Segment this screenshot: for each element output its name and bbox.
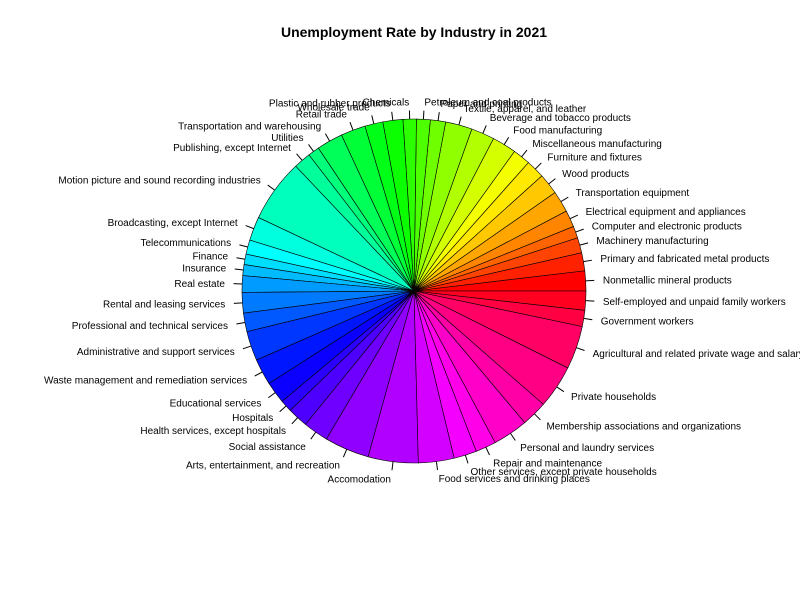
label-tick [510,433,516,441]
label-tick [556,386,565,393]
slice-label: Agricultural and related private wage an… [593,349,800,360]
slice-label: Wholesale trade [297,103,370,114]
slice-label: Administrative and support services [77,347,235,358]
slice-label: Accomodation [328,474,391,485]
slice-label: Government workers [601,317,694,328]
label-tick [254,371,263,377]
slice-label: Miscellaneous manufacturing [532,139,662,150]
label-tick [437,112,440,121]
slice-label: Electrical equipment and appliances [586,207,746,218]
label-tick [342,449,348,458]
pie-slices [241,118,587,464]
slice-label: Petroleum and coal products [424,98,551,109]
label-tick [242,345,252,350]
label-tick [575,228,584,233]
slice-label: Publishing, except Internet [173,143,291,154]
slice-label: Transportation and warehousing [178,122,321,133]
slice-label: Real estate [174,279,225,290]
label-tick [435,461,439,471]
slice-label: Other services, except private household… [471,467,657,478]
label-tick [234,268,244,271]
label-tick [464,454,469,464]
slice-label: Plastic and rubber products [269,99,391,110]
slice-label: Hospitals [232,413,273,424]
slice-label: Beverage and tobacco products [490,113,631,124]
slice-label: Food manufacturing [513,125,602,136]
label-tick [534,413,541,421]
slice-label: Professional and technical services [72,321,228,332]
slice-label: Membership associations and organization… [546,422,741,433]
label-tick [310,431,317,440]
slice-label: Textile, apparel, and leather [463,104,587,115]
label-tick [308,144,314,152]
slice-label: Arts, entertainment, and recreation [186,461,340,472]
label-tick [521,149,528,158]
slice-label: Repair and maintenance [493,458,602,469]
label-tick [239,244,248,248]
slice-label: Private households [571,392,656,403]
slice-label: Transportation equipment [576,188,690,199]
slice-label: Chemicals [363,97,410,108]
slice-label: Nonmetallic mineral products [603,275,732,286]
pie-slice [413,290,587,311]
label-tick [268,392,276,399]
label-tick [585,279,595,282]
label-ticks [233,110,595,471]
label-tick [236,257,246,260]
label-tick [233,302,243,304]
slice-label: Food services and drinking places [439,474,590,485]
slice-label: Utilities [271,133,303,144]
label-tick [485,447,490,456]
label-tick [245,225,254,230]
slice-label: Computer and electronic products [592,222,742,233]
slice-label: Self-employed and unpaid family workers [603,297,786,308]
label-tick [391,111,394,121]
chart-title: Unemployment Rate by Industry in 2021 [281,24,547,40]
label-tick [236,321,246,325]
slice-label: Insurance [182,263,226,274]
slice-label: Broadcasting, except Internet [108,218,238,229]
label-tick [534,162,542,170]
slice-label: Paper and printing [441,99,523,110]
slice-label: Educational services [170,398,262,409]
label-tick [569,214,579,220]
slice-label: Wood products [562,169,629,180]
slice-label: Telecommunications [140,238,231,249]
label-tick [576,347,585,351]
slice-label: Motion picture and sound recording indus… [58,176,260,187]
label-tick [279,405,287,413]
label-tick [371,115,375,124]
label-tick [324,133,331,142]
slice-labels: Nonmetallic mineral products Primary and … [44,97,800,485]
slice-label: Finance [192,252,228,263]
label-tick [503,136,510,145]
slice-label: Machinery manufacturing [596,236,708,247]
label-tick [482,125,487,134]
slice-label: Primary and fabricated metal products [600,254,769,265]
slice-label: Retail trade [296,110,348,121]
slice-label: Personal and laundry services [520,443,654,454]
label-tick [267,184,275,191]
label-tick [548,178,556,185]
label-tick [291,417,298,425]
slice-label: Waste management and remediation service… [44,376,247,387]
label-tick [349,121,354,131]
label-tick [391,461,394,471]
slice-label: Health services, except hospitals [140,426,286,437]
label-tick [579,242,589,246]
label-tick [560,196,569,203]
label-tick [583,317,593,321]
slice-label: Social assistance [229,442,307,453]
label-tick [583,259,593,263]
slice-label: Rental and leasing services [103,300,225,311]
label-tick [458,116,462,126]
slice-label: Furniture and fixtures [547,152,642,163]
label-tick [296,153,303,161]
